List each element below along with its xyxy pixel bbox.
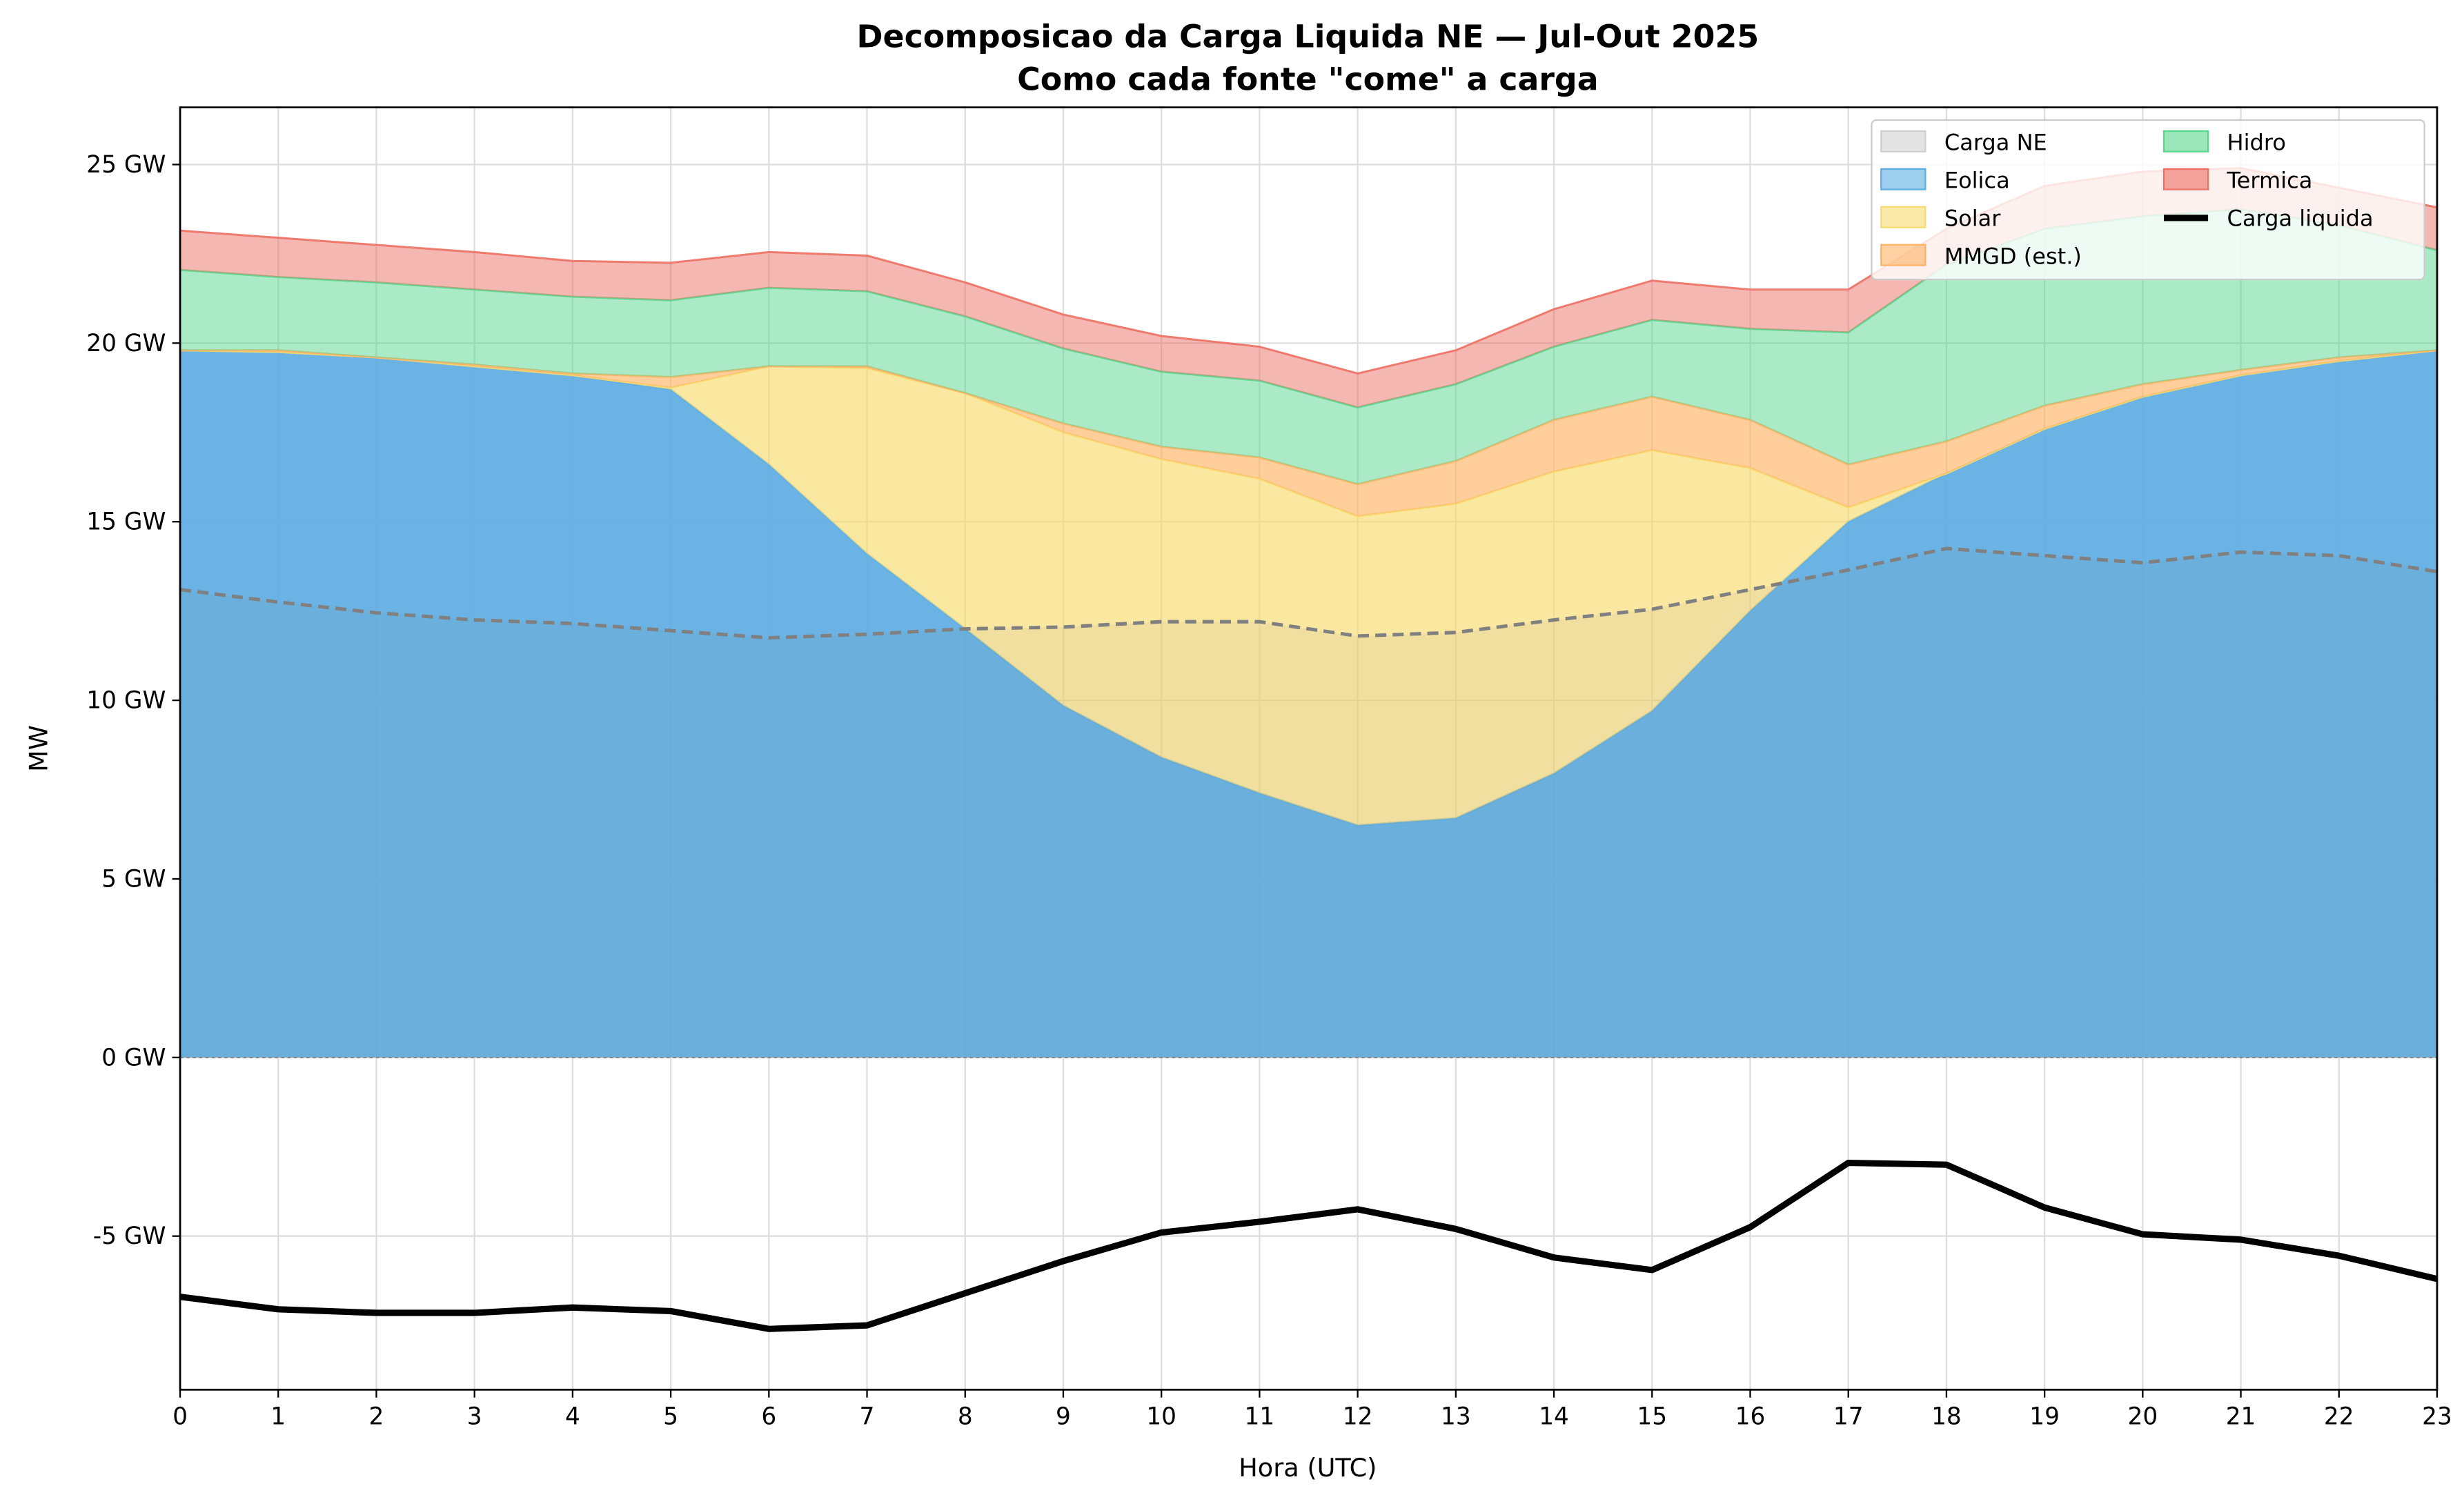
- x-tick-label: 4: [565, 1403, 580, 1431]
- y-tick-label: -5 GW: [93, 1222, 166, 1250]
- legend-swatch: [1880, 206, 1926, 228]
- legend: Carga NE Eolica Solar MMGD (est.) Hidro Termi…: [1871, 119, 2425, 281]
- area-carga-ne: [180, 548, 2438, 1058]
- area-hidro: [180, 209, 2438, 484]
- y-ticks: -5 GW 0 GW 5 GW 10 GW 15 GW 20 GW 25 GW: [86, 151, 181, 1250]
- area-solar: [180, 350, 2438, 826]
- y-tick-label: 5 GW: [101, 865, 166, 893]
- x-tick-label: 7: [860, 1403, 875, 1431]
- legend-swatch: [1880, 244, 1926, 266]
- y-tick-label: 0 GW: [101, 1044, 166, 1071]
- area-mmgd-est: [180, 350, 2438, 517]
- x-axis-label: Hora (UTC): [1239, 1453, 1377, 1483]
- legend-swatch: [1880, 168, 1926, 190]
- legend-label: Hidro: [2227, 129, 2286, 155]
- legend-label: Termica: [2227, 167, 2313, 193]
- x-ticks: 0 1 2 3 4 5 6 7 8 9 10 11 12 13 14 15 16 17 18 19 20 21 22 23: [173, 1389, 2452, 1431]
- y-axis-label: MW: [24, 725, 54, 772]
- x-tick-label: 12: [1343, 1403, 1373, 1431]
- legend-swatch: [2162, 168, 2209, 190]
- x-tick-label: 22: [2324, 1403, 2354, 1431]
- x-tick-label: 11: [1245, 1403, 1275, 1431]
- x-tick-label: 10: [1146, 1403, 1176, 1431]
- y-tick-label: 15 GW: [86, 508, 166, 536]
- chart-subtitle: Como cada fonte "come" a carga: [1017, 61, 1598, 97]
- x-tick-label: 17: [1833, 1403, 1864, 1431]
- x-tick-label: 5: [663, 1403, 678, 1431]
- x-tick-label: 20: [2128, 1403, 2158, 1431]
- x-tick-label: 21: [2226, 1403, 2256, 1431]
- x-tick-label: 14: [1539, 1403, 1569, 1431]
- y-tick-label: 25 GW: [86, 151, 166, 179]
- legend-swatch: [2162, 130, 2209, 152]
- x-tick-label: 6: [761, 1403, 776, 1431]
- lines: [179, 546, 2438, 1332]
- x-tick-label: 16: [1735, 1403, 1766, 1431]
- legend-label: Carga NE: [1944, 129, 2047, 155]
- x-tick-label: 2: [369, 1403, 384, 1431]
- x-tick-label: 3: [467, 1403, 482, 1431]
- x-tick-label: 18: [1931, 1403, 1962, 1431]
- x-tick-label: 0: [173, 1403, 188, 1431]
- legend-label: MMGD (est.): [1944, 243, 2082, 269]
- chart-title: Decomposicao da Carga Liquida NE — Jul-O…: [857, 19, 1760, 55]
- line-carga-liquida: [179, 1159, 2438, 1332]
- line-carga-ne: [179, 546, 2438, 640]
- legend-box: [1871, 119, 2425, 281]
- y-tick-label: 10 GW: [86, 687, 166, 715]
- x-tick-label: 23: [2422, 1403, 2452, 1431]
- legend-label: Eolica: [1944, 167, 2010, 193]
- x-tick-label: 9: [1056, 1403, 1071, 1431]
- legend-label: Solar: [1944, 205, 2001, 231]
- x-tick-label: 8: [958, 1403, 973, 1431]
- x-tick-label: 15: [1637, 1403, 1667, 1431]
- x-tick-label: 19: [2029, 1403, 2060, 1431]
- legend-swatch: [1880, 130, 1926, 152]
- legend-label: Carga liquida: [2227, 205, 2374, 231]
- x-tick-label: 1: [270, 1403, 286, 1431]
- x-tick-label: 13: [1441, 1403, 1471, 1431]
- y-tick-label: 20 GW: [86, 330, 166, 357]
- area-eolica: [180, 350, 2438, 1058]
- plot-frame: [179, 106, 2438, 1391]
